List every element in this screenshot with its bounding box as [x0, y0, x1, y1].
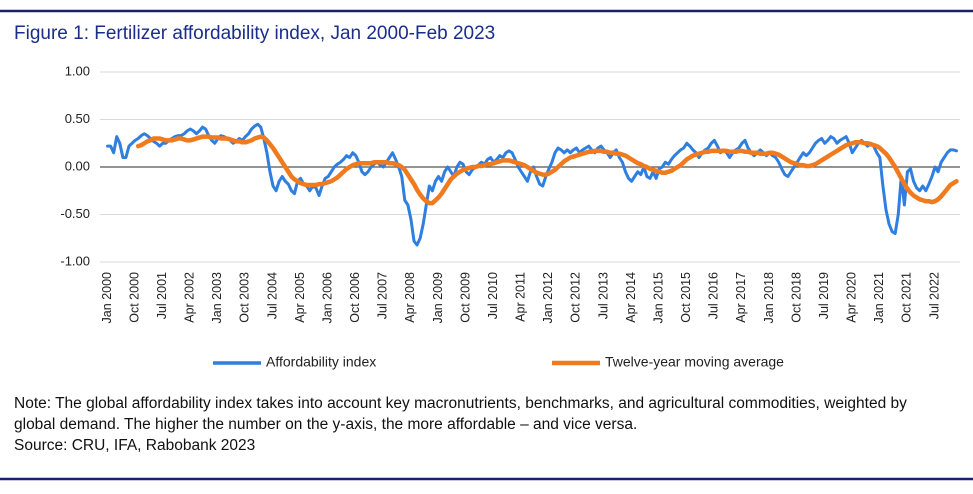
x-tick-label: Oct 2003 [238, 272, 252, 323]
x-tick-label: Oct 2021 [900, 272, 914, 323]
y-tick-label: 0.00 [65, 158, 90, 173]
x-tick-label: Oct 2009 [458, 272, 472, 323]
x-tick-label: Apr 2020 [845, 272, 859, 323]
series-line [135, 134, 959, 206]
x-tick-label: Jan 2003 [210, 272, 224, 323]
x-tick-label: Apr 2005 [293, 272, 307, 323]
x-tick-label: Jan 2009 [431, 272, 445, 323]
x-tick-label: Jul 2022 [927, 272, 941, 319]
chart-title: Figure 1: Fertilizer affordability index… [14, 23, 495, 44]
x-tick-label: Oct 2018 [789, 272, 803, 323]
y-tick-label: -1.00 [60, 253, 90, 268]
legend-label: Affordability index [266, 354, 376, 370]
y-tick-label: -0.50 [60, 206, 90, 221]
x-tick-label: Apr 2014 [624, 272, 638, 323]
x-tick-label: Apr 2002 [183, 272, 197, 323]
x-tick-label: Oct 2000 [127, 272, 141, 323]
x-tick-label: Jan 2018 [762, 272, 776, 323]
y-tick-label: 0.50 [65, 111, 90, 126]
x-tick-label: Jan 2006 [320, 272, 334, 323]
note: Note: The global affordability index tak… [14, 395, 907, 433]
x-tick-label: Jul 2010 [486, 272, 500, 319]
x-tick-label: Apr 2008 [403, 272, 417, 323]
x-tick-label: Oct 2015 [679, 272, 693, 323]
x-tick-label: Jul 2016 [707, 272, 721, 319]
x-tick-label: Jul 2019 [817, 272, 831, 319]
x-tick-label: Jul 2001 [155, 272, 169, 319]
x-tick-label: Jan 2012 [541, 272, 555, 323]
x-tick-label: Jul 2004 [265, 272, 279, 319]
x-tick-label: Jan 2015 [651, 272, 665, 323]
source: Source: CRU, IFA, Rabobank 2023 [14, 437, 256, 454]
x-tick-label: Oct 2012 [569, 272, 583, 323]
x-tick-label: Apr 2017 [734, 272, 748, 323]
legend-label: Twelve-year moving average [605, 354, 784, 370]
x-tick-label: Oct 2006 [348, 272, 362, 323]
x-tick-label: Jul 2007 [376, 272, 390, 319]
x-tick-label: Apr 2011 [514, 272, 528, 322]
y-tick-label: 1.00 [65, 63, 90, 78]
x-tick-label: Jul 2013 [596, 272, 610, 319]
notes: Note: The global affordability index tak… [14, 393, 949, 456]
x-tick-label: Jan 2000 [100, 272, 114, 323]
x-tick-label: Jan 2021 [872, 272, 886, 323]
